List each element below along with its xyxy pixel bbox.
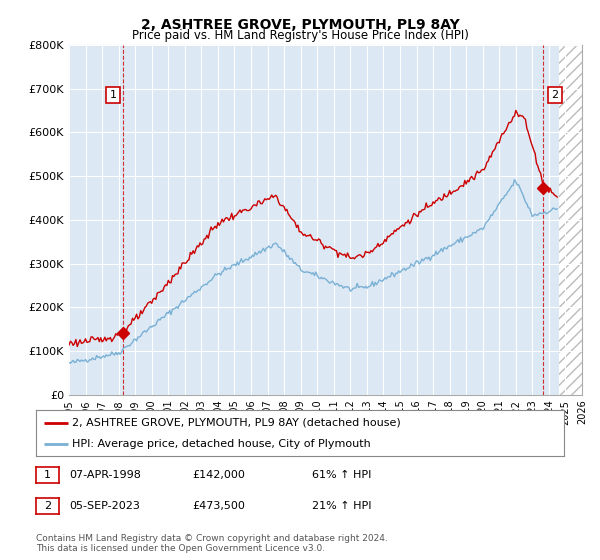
Text: 1: 1 (44, 470, 51, 480)
Text: HPI: Average price, detached house, City of Plymouth: HPI: Average price, detached house, City… (72, 439, 371, 449)
Text: 07-APR-1998: 07-APR-1998 (69, 470, 141, 480)
Text: 05-SEP-2023: 05-SEP-2023 (69, 501, 140, 511)
Text: 1: 1 (109, 90, 116, 100)
Text: 2, ASHTREE GROVE, PLYMOUTH, PL9 8AY (detached house): 2, ASHTREE GROVE, PLYMOUTH, PL9 8AY (det… (72, 418, 401, 428)
Bar (559, 45, 582, 395)
Text: 2, ASHTREE GROVE, PLYMOUTH, PL9 8AY: 2, ASHTREE GROVE, PLYMOUTH, PL9 8AY (140, 18, 460, 32)
Text: £142,000: £142,000 (192, 470, 245, 480)
Text: 61% ↑ HPI: 61% ↑ HPI (312, 470, 371, 480)
Text: 2: 2 (44, 501, 51, 511)
Text: 21% ↑ HPI: 21% ↑ HPI (312, 501, 371, 511)
Text: Contains HM Land Registry data © Crown copyright and database right 2024.
This d: Contains HM Land Registry data © Crown c… (36, 534, 388, 553)
Text: 2: 2 (551, 90, 559, 100)
Text: Price paid vs. HM Land Registry's House Price Index (HPI): Price paid vs. HM Land Registry's House … (131, 29, 469, 42)
Text: £473,500: £473,500 (192, 501, 245, 511)
